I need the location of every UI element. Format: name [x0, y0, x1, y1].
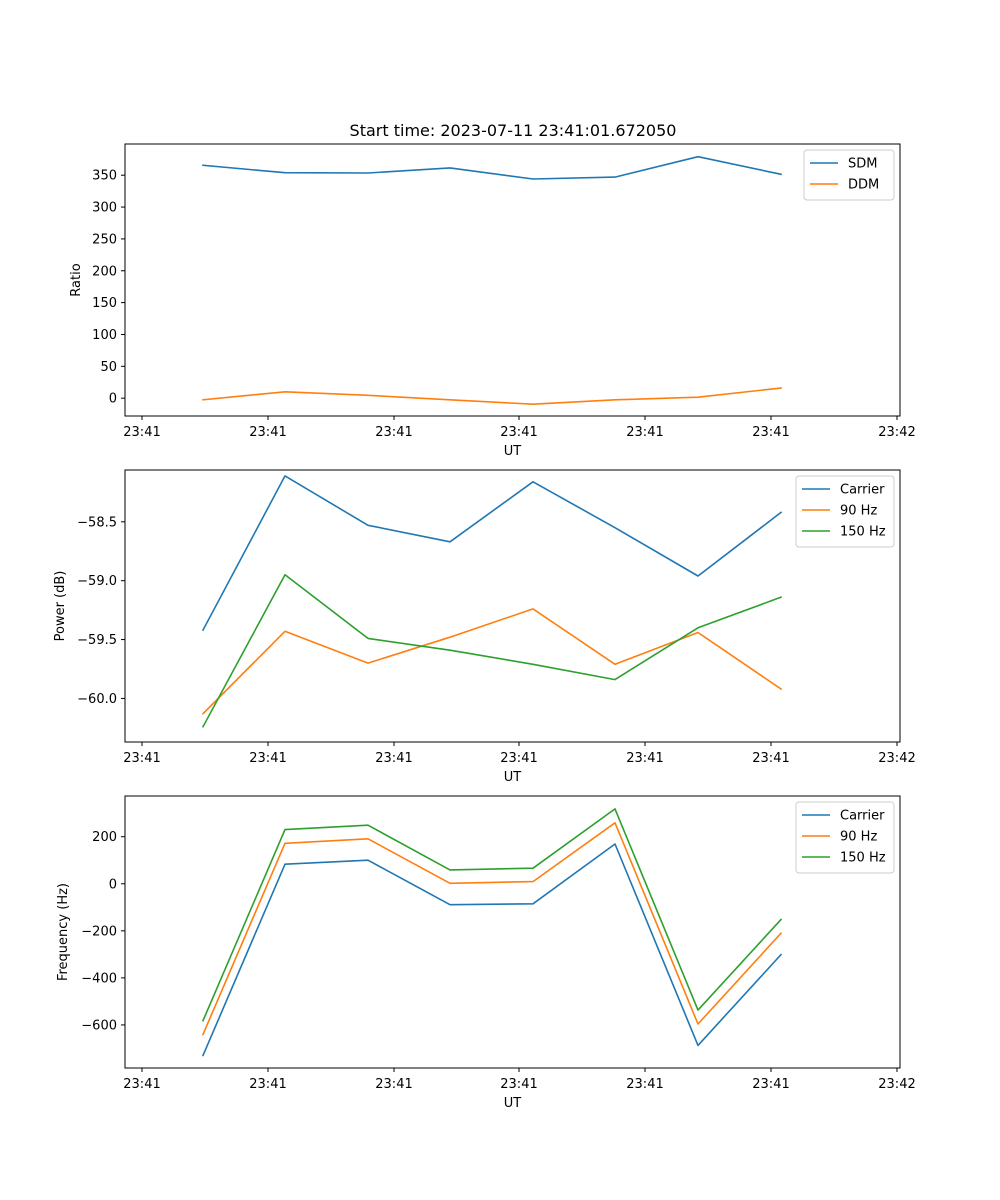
- legend-entry: 150 Hz: [840, 525, 886, 540]
- panel-frequency: −600 −400 −200 0 200 23:41 23:41 23:41 23:41 23:4…: [56, 795, 916, 1111]
- panel-ratio: 0 50 100 150 200 250 300 350 23:41 23:41 23:41 23:4…: [69, 143, 916, 459]
- x-tick-label: 23:41: [500, 1077, 537, 1092]
- legend-entry: 90 Hz: [840, 504, 877, 519]
- ratio-axes-frame: [124, 143, 901, 417]
- x-tick-label: 23:41: [626, 425, 663, 440]
- y-tick-label: 350: [92, 169, 117, 184]
- x-tick-label: 23:41: [123, 425, 160, 440]
- series-line-150-hz: [201, 808, 783, 1022]
- x-tick-label: 23:41: [500, 425, 537, 440]
- x-tick-label: 23:41: [249, 751, 286, 766]
- legend: [795, 801, 895, 874]
- x-tick-label: 23:41: [626, 1077, 663, 1092]
- x-tick-label: 23:41: [123, 1077, 160, 1092]
- x-tick-label: 23:42: [878, 1077, 915, 1092]
- series-line-ddm: [202, 387, 782, 406]
- series-line-carrier: [201, 843, 783, 1057]
- y-tick-label: −59.0: [77, 574, 117, 589]
- legend-entry: SDM: [848, 157, 877, 172]
- y-tick-label: 0: [109, 877, 117, 892]
- y-axis-label: Ratio: [69, 263, 84, 296]
- y-tick-label: 300: [92, 201, 117, 216]
- y-tick-label: 200: [92, 830, 117, 845]
- y-tick-label: 50: [100, 360, 117, 375]
- x-tick-label: 23:41: [249, 425, 286, 440]
- legend-entry: 150 Hz: [840, 851, 886, 866]
- y-tick-label: −58.5: [77, 515, 117, 530]
- series-line-sdm: [202, 155, 782, 180]
- x-tick-label: 23:41: [752, 425, 789, 440]
- x-axis-label: UT: [504, 770, 522, 785]
- x-tick-label: 23:41: [249, 1077, 286, 1092]
- x-tick-label: 23:42: [878, 751, 915, 766]
- x-tick-label: 23:41: [752, 751, 789, 766]
- y-axis-label: Frequency (Hz): [56, 883, 71, 981]
- x-tick-label: 23:41: [500, 751, 537, 766]
- y-tick-label: 250: [92, 232, 117, 247]
- y-tick-label: −400: [81, 971, 117, 986]
- series-line-150-hz: [201, 573, 783, 728]
- x-tick-label: 23:41: [375, 425, 412, 440]
- y-tick-label: 150: [92, 296, 117, 311]
- x-tick-label: 23:41: [626, 751, 663, 766]
- y-tick-label: 100: [92, 328, 117, 343]
- x-tick-label: 23:41: [123, 751, 160, 766]
- y-tick-label: −59.5: [77, 633, 117, 648]
- legend-entry: Carrier: [840, 483, 885, 498]
- y-tick-label: 200: [92, 264, 117, 279]
- y-axis-label: Power (dB): [53, 571, 68, 642]
- legend-entry: 90 Hz: [840, 830, 877, 845]
- x-axis-label: UT: [504, 444, 522, 459]
- x-tick-label: 23:41: [375, 1077, 412, 1092]
- frequency-axes-frame: [124, 795, 901, 1069]
- legend: [795, 475, 895, 548]
- x-axis-label: UT: [504, 1096, 522, 1111]
- series-line-90-hz: [201, 608, 783, 715]
- legend-entry: DDM: [848, 178, 879, 193]
- series-line-carrier: [201, 475, 783, 632]
- legend-entry: Carrier: [840, 809, 885, 824]
- y-tick-label: −200: [81, 924, 117, 939]
- power-axes-frame: [124, 469, 901, 743]
- y-tick-label: −600: [81, 1018, 117, 1033]
- x-tick-label: 23:41: [375, 751, 412, 766]
- y-tick-label: −60.0: [77, 692, 117, 707]
- y-tick-label: 0: [109, 392, 117, 407]
- x-tick-label: 23:41: [752, 1077, 789, 1092]
- series-line-90-hz: [201, 821, 783, 1036]
- panel-power: −60.0 −59.5 −59.0 −58.5 23:41 23:41 23:41 23:41…: [53, 469, 916, 785]
- chart-title: Start time: 2023-07-11 23:41:01.672050: [350, 121, 677, 140]
- x-tick-label: 23:42: [878, 425, 915, 440]
